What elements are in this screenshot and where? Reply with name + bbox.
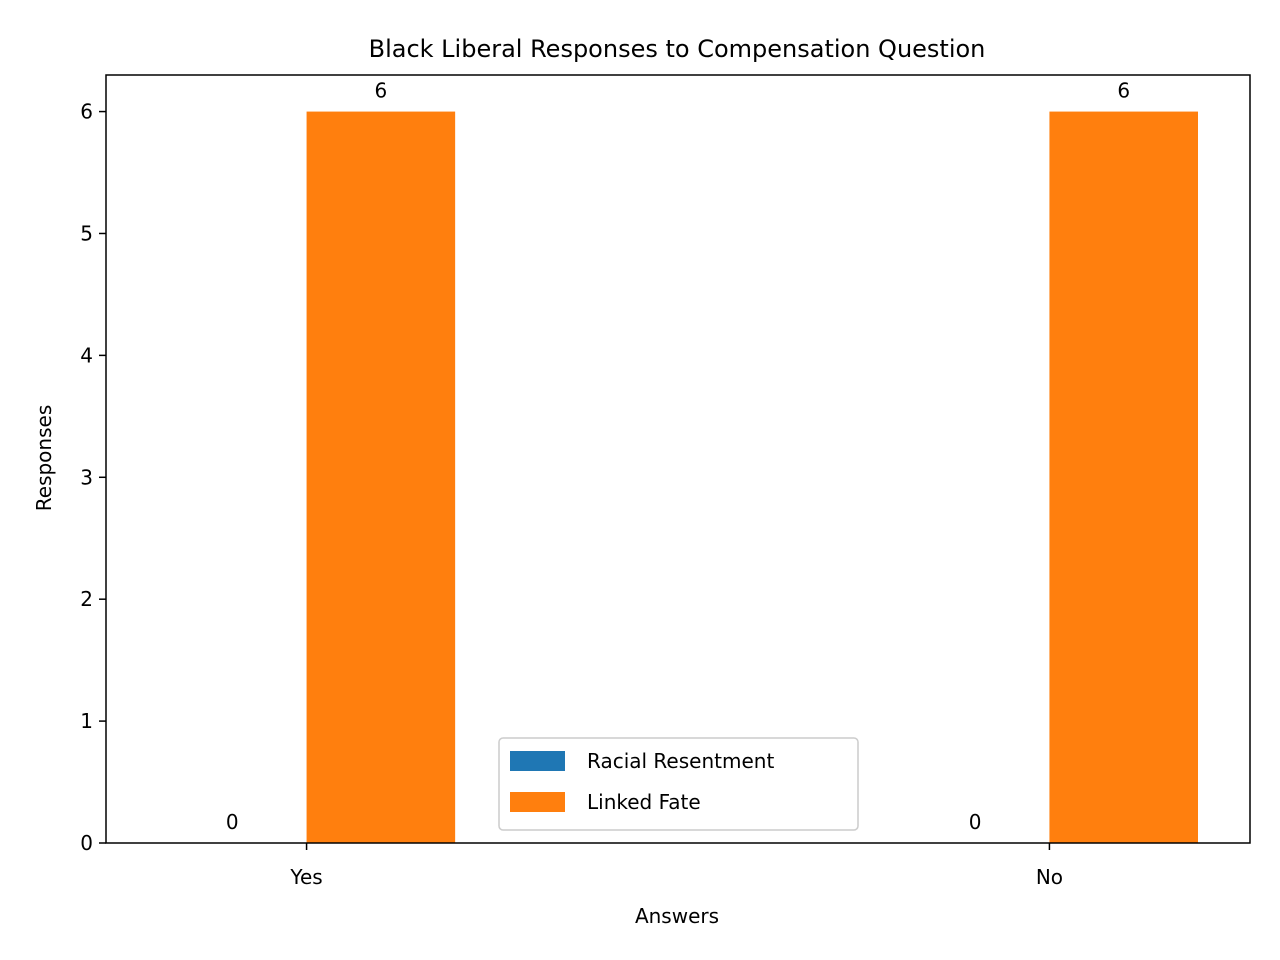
legend-label: Linked Fate: [587, 790, 701, 814]
legend: Racial Resentment Linked Fate: [498, 737, 859, 831]
y-tick-label: 5: [80, 221, 93, 245]
x-tick-label: No: [1036, 865, 1063, 889]
legend-swatch: [510, 792, 565, 812]
bar-linked-fate-yes: [306, 111, 456, 844]
y-tick-label: 6: [80, 100, 93, 124]
bar-value-label: 6: [374, 79, 387, 103]
y-axis-label: Responses: [32, 405, 56, 511]
x-axis-label: Answers: [635, 904, 719, 928]
y-tick-label: 0: [80, 831, 93, 855]
legend-label: Racial Resentment: [587, 749, 774, 773]
plot-frame: [105, 74, 1251, 844]
y-tick-label: 1: [80, 709, 93, 733]
bar-value-label: 0: [226, 810, 239, 834]
legend-swatch: [510, 751, 565, 771]
bar-value-label: 0: [969, 810, 982, 834]
legend-box: [498, 737, 859, 831]
y-tick-label: 3: [80, 465, 93, 489]
x-tick-label: Yes: [289, 865, 322, 889]
bar-labels-group: 0 0 6 6: [226, 79, 1130, 834]
chart-title: Black Liberal Responses to Compensation …: [369, 35, 986, 63]
x-axis: Yes No: [289, 843, 1063, 889]
bar-value-label: 6: [1117, 79, 1130, 103]
y-tick-label: 4: [80, 343, 93, 367]
y-tick-label: 2: [80, 587, 93, 611]
bar-linked-fate-no: [1049, 111, 1198, 844]
bars-group: [306, 111, 1198, 844]
y-axis: 0 1 2 3 4 5 6: [80, 100, 106, 855]
